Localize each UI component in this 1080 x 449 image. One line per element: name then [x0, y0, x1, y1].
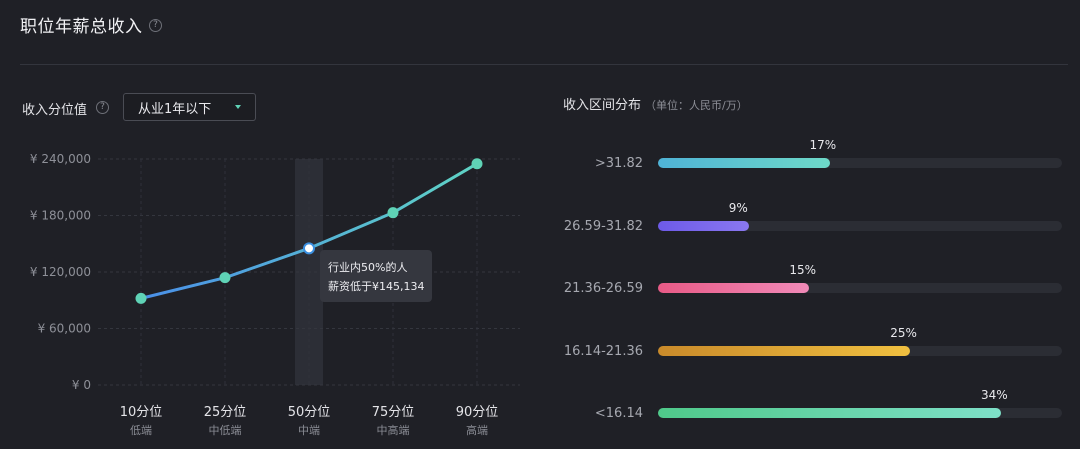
page-title: 职位年薪总收入 — [20, 17, 143, 37]
tooltip-line-1: 行业内50%的人 — [328, 261, 408, 274]
bar-value-label: 34% — [981, 388, 1008, 402]
bar-track — [658, 158, 1062, 168]
divider — [20, 64, 1068, 65]
bar-track — [658, 283, 1062, 293]
bar-value-label: 17% — [809, 138, 837, 152]
y-tick-label: ¥ 0 — [72, 378, 91, 392]
bar-fill — [658, 158, 830, 168]
x-tick-label: 50分位 — [288, 405, 331, 420]
caret-down-icon — [235, 105, 241, 109]
x-sub-label: 低端 — [130, 424, 152, 437]
y-tick-label: ¥ 240,000 — [30, 152, 91, 166]
range-label: 21.36-26.59 — [563, 281, 643, 296]
y-tick-label: ¥ 60,000 — [38, 322, 91, 336]
data-point — [471, 158, 483, 170]
x-sub-label: 高端 — [466, 423, 488, 437]
experience-select-value: 从业1年以下 — [138, 101, 212, 117]
range-label: <16.14 — [594, 406, 643, 421]
x-tick-label: 25分位 — [204, 405, 247, 420]
bar-fill — [658, 283, 810, 293]
distribution-row: <16.14 34% — [540, 388, 1080, 428]
question-circle-icon[interactable]: ? — [96, 101, 109, 114]
data-point — [387, 207, 399, 219]
data-point-highlight — [303, 242, 315, 255]
x-sub-label: 中端 — [298, 424, 320, 437]
chart-tooltip: 行业内50%的人 薪资低于¥145,134 — [320, 250, 432, 302]
distribution-row: >31.82 17% — [540, 138, 1080, 178]
distribution-row: 21.36-26.59 15% — [540, 263, 1080, 303]
distribution-title: 收入区间分布 （单位：人民币/万） — [563, 94, 748, 113]
percentile-line-chart: ¥ 240,000 ¥ 180,000 ¥ 120,000 ¥ 60,000 ¥ 0 10… — [30, 152, 520, 437]
bar-value-label: 9% — [728, 200, 748, 215]
x-tick-label: 90分位 — [456, 405, 499, 420]
bar-fill — [658, 345, 911, 356]
distribution-row: 16.14-21.36 25% — [540, 326, 1080, 366]
range-label: 26.59-31.82 — [563, 218, 643, 234]
distribution-row: 26.59-31.82 9% — [540, 201, 1080, 241]
bar-value-label: 25% — [890, 325, 917, 340]
bar-track — [658, 220, 1062, 231]
y-tick-label: ¥ 180,000 — [30, 209, 91, 223]
x-tick-label: 75分位 — [372, 405, 415, 420]
tooltip-line-2: 薪资低于¥145,134 — [328, 280, 425, 293]
experience-select[interactable]: 从业1年以下 — [123, 93, 256, 121]
y-tick-label: ¥ 120,000 — [30, 265, 91, 279]
x-sub-label: 中低端 — [209, 424, 242, 437]
bar-track — [658, 345, 1062, 356]
x-sub-label: 中高端 — [377, 423, 410, 437]
range-label: 16.14-21.36 — [563, 343, 643, 359]
bar-fill — [658, 220, 749, 231]
bar-value-label: 15% — [789, 263, 816, 277]
distribution-unit: （单位：人民币/万） — [645, 99, 748, 112]
distribution-title-text: 收入区间分布 — [563, 98, 642, 113]
x-tick-label: 10分位 — [120, 405, 163, 420]
data-point — [219, 272, 231, 284]
data-point — [135, 292, 147, 304]
question-circle-icon[interactable]: ? — [149, 19, 162, 32]
bar-track — [658, 408, 1062, 418]
range-label: >31.82 — [594, 156, 643, 171]
bar-fill — [658, 408, 1001, 418]
percentile-label: 收入分位值 — [22, 103, 88, 118]
